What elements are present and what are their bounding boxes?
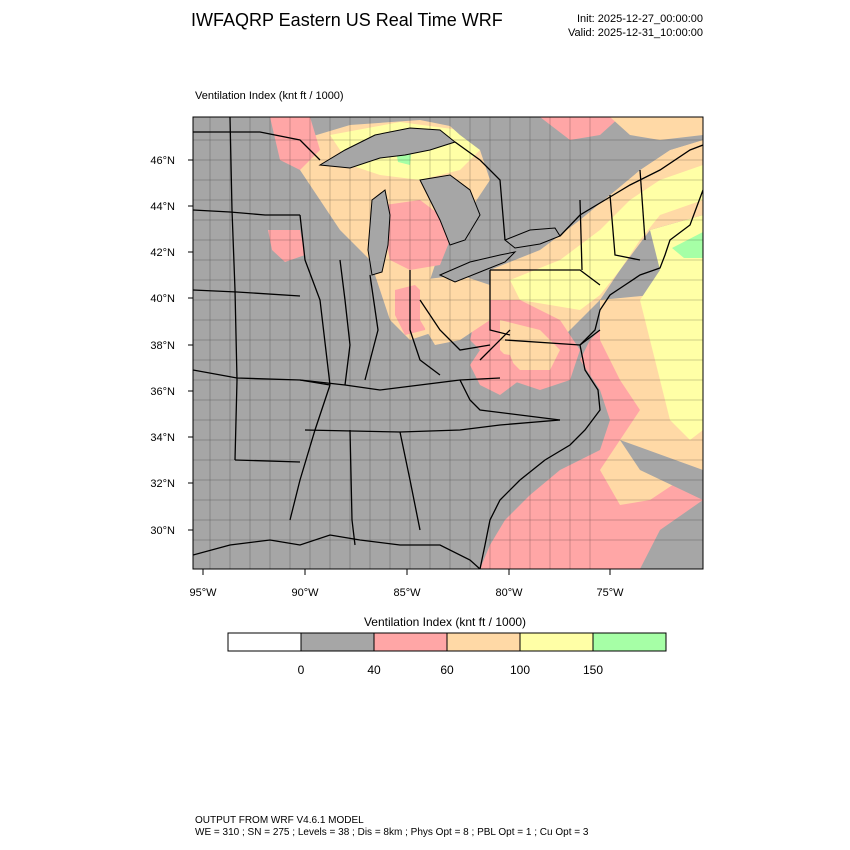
colorbar-label: 60 bbox=[440, 663, 454, 677]
wisconsin-pink bbox=[270, 117, 320, 170]
lat-label: 36°N bbox=[150, 386, 175, 398]
lat-ticks bbox=[188, 159, 193, 531]
lake-huron bbox=[419, 174, 481, 246]
colorbar-title: Ventilation Index (knt ft / 1000) bbox=[363, 615, 527, 629]
lon-label: 75°W bbox=[596, 587, 624, 599]
colorbar-bin bbox=[227, 632, 302, 652]
ocean-grey-se bbox=[640, 500, 703, 569]
lat-label: 38°N bbox=[150, 340, 175, 352]
lat-label: 40°N bbox=[150, 293, 175, 305]
lat-label: 34°N bbox=[150, 432, 175, 444]
colorbar-bin bbox=[446, 632, 521, 652]
colorbar-bin bbox=[300, 632, 375, 652]
init-time: Init: 2025-12-27_00:00:00 bbox=[577, 13, 703, 25]
lake-michigan bbox=[367, 189, 391, 276]
northeast-yellow bbox=[510, 165, 703, 310]
virginia-pink bbox=[470, 350, 520, 395]
lat-label: 42°N bbox=[150, 247, 175, 259]
lat-labels: 46°N 44°N 42°N 40°N 38°N 36°N 34°N 32°N 30°N bbox=[150, 155, 175, 537]
ocean-grey-strip bbox=[620, 440, 703, 500]
lon-label: 90°W bbox=[291, 587, 319, 599]
state-boundaries bbox=[193, 117, 646, 546]
footer-model-line: OUTPUT FROM WRF V4.6.1 MODEL bbox=[195, 815, 364, 826]
colorbar-labels: 0 40 60 100 150 bbox=[298, 663, 604, 677]
field-label: Ventilation Index (knt ft / 1000) bbox=[195, 90, 344, 102]
lat-label: 44°N bbox=[150, 201, 175, 213]
lon-label: 85°W bbox=[393, 587, 421, 599]
iowa-pink bbox=[268, 230, 305, 262]
colorbar-label: 100 bbox=[510, 663, 530, 677]
canada-peach bbox=[610, 117, 703, 140]
colorbar-label: 150 bbox=[583, 663, 603, 677]
lat-label: 46°N bbox=[150, 155, 175, 167]
ocean-green bbox=[672, 232, 703, 258]
colorbar bbox=[227, 632, 667, 652]
colorbar-label: 0 bbox=[298, 663, 305, 677]
colorbar-label: 40 bbox=[367, 663, 381, 677]
valid-time: Valid: 2025-12-31_10:00:00 bbox=[568, 27, 703, 39]
colorbar-bin bbox=[519, 632, 594, 652]
lat-label: 32°N bbox=[150, 478, 175, 490]
colorbar-bin bbox=[592, 632, 667, 652]
lake-erie bbox=[438, 251, 517, 283]
ocean-yellow bbox=[640, 215, 703, 440]
lon-labels: 95°W 90°W 85°W 80°W 75°W bbox=[189, 587, 624, 599]
canada-pink bbox=[540, 117, 620, 140]
canada-grey bbox=[440, 117, 703, 215]
lon-ticks bbox=[202, 569, 611, 575]
map-title: IWFAQRP Eastern US Real Time WRF bbox=[191, 10, 503, 30]
lon-label: 95°W bbox=[189, 587, 217, 599]
michigan-pink bbox=[385, 200, 450, 270]
footer-options-line: WE = 310 ; SN = 275 ; Levels = 38 ; Dis … bbox=[195, 827, 589, 838]
lon-label: 80°W bbox=[495, 587, 523, 599]
ohio-peach bbox=[420, 275, 490, 345]
map-field bbox=[193, 117, 703, 569]
map-frame bbox=[192, 116, 704, 570]
lat-label: 30°N bbox=[150, 525, 175, 537]
colorbar-bin bbox=[373, 632, 448, 652]
international-border bbox=[193, 131, 703, 241]
coastline bbox=[193, 189, 703, 569]
